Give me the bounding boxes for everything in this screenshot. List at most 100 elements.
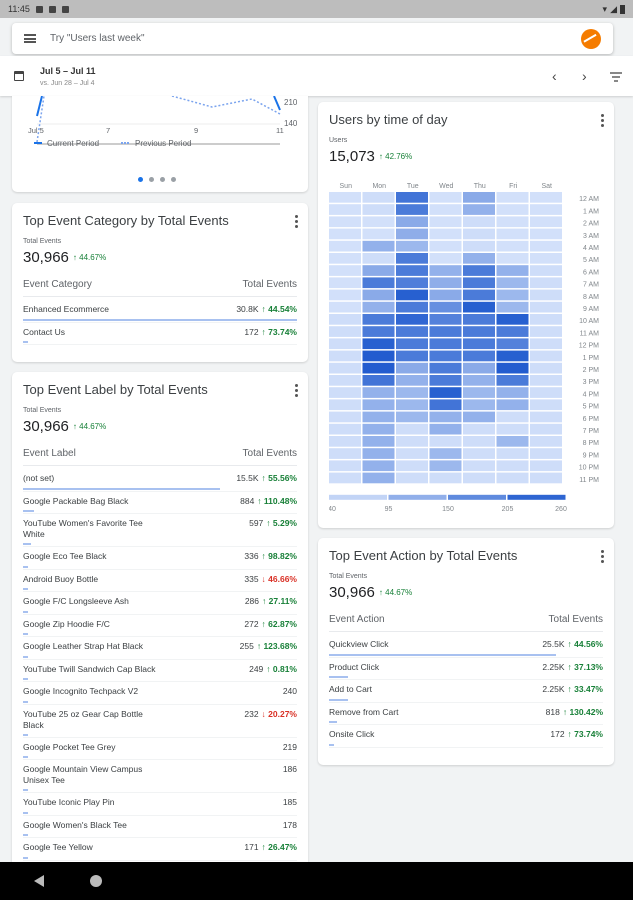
table-row[interactable]: Contact Us 172 ↑ 73.74% [23,323,297,345]
heatmap-cell[interactable] [362,228,395,240]
heatmap-cell[interactable] [530,253,562,264]
heatmap-cell[interactable] [362,326,395,337]
table-row[interactable]: YouTube Twill Sandwich Cap Black 249 ↑ 0.8… [23,660,297,682]
heatmap-cell[interactable] [496,387,529,398]
page-dot[interactable] [171,177,176,182]
heatmap-cell[interactable] [463,362,495,374]
heatmap-cell[interactable] [429,472,462,484]
heatmap-cell[interactable] [396,240,428,252]
heatmap-cell[interactable] [496,289,529,301]
heatmap-cell[interactable] [463,216,495,228]
table-row[interactable]: YouTube 25 oz Gear Cap Bottle Black 232 ↓ … [23,705,297,738]
heatmap-cell[interactable] [329,387,361,398]
page-dot[interactable] [160,177,165,182]
heatmap-cell[interactable] [396,423,428,435]
table-row[interactable]: Quickview Click 25.5K ↑ 44.56% [329,635,603,658]
heatmap-cell[interactable] [530,350,562,362]
heatmap-cell[interactable] [530,277,562,289]
table-row[interactable]: Google Tee Yellow 171 ↑ 26.47% [23,838,297,861]
heatmap-cell[interactable] [496,265,529,276]
heatmap-cell[interactable] [362,338,395,350]
heatmap-cell[interactable] [396,216,428,228]
heatmap-cell[interactable] [530,301,562,313]
more-options-icon[interactable] [601,550,604,565]
table-row[interactable]: YouTube Women's Favorite Tee White 597 ↑ 5… [23,514,297,547]
heatmap-cell[interactable] [463,338,495,350]
heatmap-cell[interactable] [530,448,562,459]
heatmap-cell[interactable] [429,240,462,252]
heatmap-cell[interactable] [429,387,462,398]
heatmap-cell[interactable] [396,277,428,289]
heatmap-cell[interactable] [329,204,361,215]
heatmap-cell[interactable] [496,350,529,362]
heatmap-cell[interactable] [429,265,462,276]
heatmap-cell[interactable] [530,192,562,203]
heatmap-cell[interactable] [429,277,462,289]
heatmap-cell[interactable] [429,326,462,337]
heatmap-cell[interactable] [362,277,395,289]
heatmap-cell[interactable] [530,314,562,325]
heatmap-cell[interactable] [463,192,495,203]
heatmap-cell[interactable] [329,192,361,203]
heatmap-cell[interactable] [329,423,361,435]
heatmap-cell[interactable] [329,338,361,350]
heatmap-cell[interactable] [329,216,361,228]
page-dot[interactable] [149,177,154,182]
heatmap-cell[interactable] [396,460,428,472]
heatmap-cell[interactable] [362,448,395,459]
heatmap-cell[interactable] [496,362,529,374]
heatmap-cell[interactable] [329,448,361,459]
heatmap-cell[interactable] [530,472,562,484]
heatmap-cell[interactable] [530,375,562,386]
heatmap-cell[interactable] [362,399,395,411]
heatmap-cell[interactable] [429,301,462,313]
heatmap-cell[interactable] [362,301,395,313]
heatmap-cell[interactable] [496,228,529,240]
heatmap-cell[interactable] [396,411,428,423]
back-icon[interactable] [34,875,44,887]
heatmap-cell[interactable] [530,289,562,301]
heatmap-cell[interactable] [496,423,529,435]
heatmap-cell[interactable] [396,472,428,484]
heatmap-cell[interactable] [396,375,428,386]
table-row[interactable]: Google Zip Hoodie F/C 272 ↑ 62.87% [23,615,297,637]
heatmap-cell[interactable] [329,472,361,484]
heatmap-cell[interactable] [329,277,361,289]
heatmap-cell[interactable] [530,338,562,350]
heatmap-cell[interactable] [463,228,495,240]
heatmap-cell[interactable] [396,326,428,337]
heatmap-cell[interactable] [429,338,462,350]
heatmap-cell[interactable] [329,411,361,423]
heatmap-cell[interactable] [396,204,428,215]
heatmap-cell[interactable] [530,399,562,411]
heatmap-cell[interactable] [329,436,361,447]
heatmap-cell[interactable] [362,411,395,423]
heatmap-cell[interactable] [463,301,495,313]
heatmap-cell[interactable] [496,192,529,203]
heatmap-cell[interactable] [329,253,361,264]
chevron-right-icon[interactable]: › [582,68,587,84]
table-row[interactable]: Product Click 2.25K ↑ 37.13% [329,658,603,680]
heatmap-cell[interactable] [362,216,395,228]
analytics-logo-icon[interactable] [581,28,601,49]
heatmap-cell[interactable] [362,423,395,435]
heatmap-cell[interactable] [362,314,395,325]
heatmap-cell[interactable] [496,204,529,215]
home-icon[interactable] [90,875,102,887]
heatmap-cell[interactable] [429,192,462,203]
heatmap-cell[interactable] [496,375,529,386]
heatmap-cell[interactable] [429,253,462,264]
search-bar[interactable]: Try "Users last week" [12,23,613,54]
heatmap-cell[interactable] [530,460,562,472]
heatmap-cell[interactable] [396,192,428,203]
menu-icon[interactable] [24,34,36,43]
heatmap-cell[interactable] [463,411,495,423]
heatmap-cell[interactable] [496,338,529,350]
heatmap-cell[interactable] [362,192,395,203]
heatmap-cell[interactable] [530,228,562,240]
heatmap-cell[interactable] [362,460,395,472]
table-row[interactable]: Onsite Click 172 ↑ 73.74% [329,725,603,748]
table-row[interactable]: Google Eco Tee Black 336 ↑ 98.82% [23,547,297,570]
heatmap-cell[interactable] [329,265,361,276]
heatmap-cell[interactable] [496,216,529,228]
